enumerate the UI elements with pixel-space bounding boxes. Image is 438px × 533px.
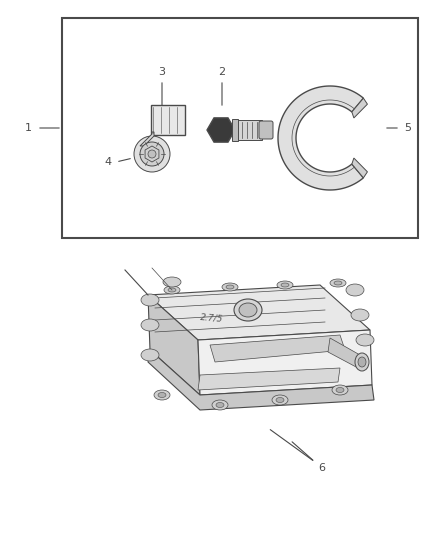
Ellipse shape bbox=[346, 284, 364, 296]
Text: 6: 6 bbox=[318, 463, 325, 473]
Ellipse shape bbox=[276, 398, 284, 402]
Circle shape bbox=[134, 136, 170, 172]
Ellipse shape bbox=[277, 281, 293, 289]
Text: 5: 5 bbox=[405, 123, 411, 133]
Bar bbox=[62, 18, 418, 238]
Text: 2.7/5: 2.7/5 bbox=[200, 312, 224, 324]
Ellipse shape bbox=[332, 385, 348, 395]
Polygon shape bbox=[148, 285, 370, 340]
Ellipse shape bbox=[336, 387, 344, 392]
Ellipse shape bbox=[216, 402, 224, 408]
Ellipse shape bbox=[141, 294, 159, 306]
FancyBboxPatch shape bbox=[259, 121, 273, 139]
Polygon shape bbox=[140, 132, 154, 146]
Ellipse shape bbox=[330, 279, 346, 287]
Ellipse shape bbox=[351, 309, 369, 321]
Circle shape bbox=[140, 142, 164, 166]
FancyBboxPatch shape bbox=[232, 119, 238, 141]
Polygon shape bbox=[148, 295, 200, 395]
Circle shape bbox=[148, 150, 156, 158]
Ellipse shape bbox=[272, 395, 288, 405]
Polygon shape bbox=[210, 335, 345, 362]
Ellipse shape bbox=[234, 299, 262, 321]
Ellipse shape bbox=[356, 334, 374, 346]
Ellipse shape bbox=[222, 283, 238, 291]
Ellipse shape bbox=[358, 357, 366, 367]
Text: 2: 2 bbox=[219, 67, 226, 77]
Polygon shape bbox=[198, 330, 372, 395]
Polygon shape bbox=[278, 86, 364, 190]
Ellipse shape bbox=[355, 353, 369, 371]
Text: 1: 1 bbox=[25, 123, 32, 133]
Ellipse shape bbox=[158, 392, 166, 398]
Polygon shape bbox=[352, 98, 367, 118]
Text: 4: 4 bbox=[104, 157, 112, 167]
Polygon shape bbox=[328, 338, 360, 368]
Ellipse shape bbox=[239, 303, 257, 317]
Ellipse shape bbox=[141, 349, 159, 361]
Ellipse shape bbox=[164, 286, 180, 294]
Ellipse shape bbox=[163, 277, 181, 287]
Ellipse shape bbox=[281, 283, 289, 287]
Ellipse shape bbox=[226, 285, 234, 289]
Ellipse shape bbox=[168, 288, 176, 292]
Text: 3: 3 bbox=[159, 67, 166, 77]
Polygon shape bbox=[352, 158, 367, 178]
FancyBboxPatch shape bbox=[151, 105, 185, 135]
Ellipse shape bbox=[154, 390, 170, 400]
Polygon shape bbox=[198, 368, 340, 390]
Polygon shape bbox=[148, 350, 374, 410]
Ellipse shape bbox=[212, 400, 228, 410]
Ellipse shape bbox=[334, 281, 342, 285]
Ellipse shape bbox=[141, 319, 159, 331]
FancyBboxPatch shape bbox=[232, 120, 262, 140]
